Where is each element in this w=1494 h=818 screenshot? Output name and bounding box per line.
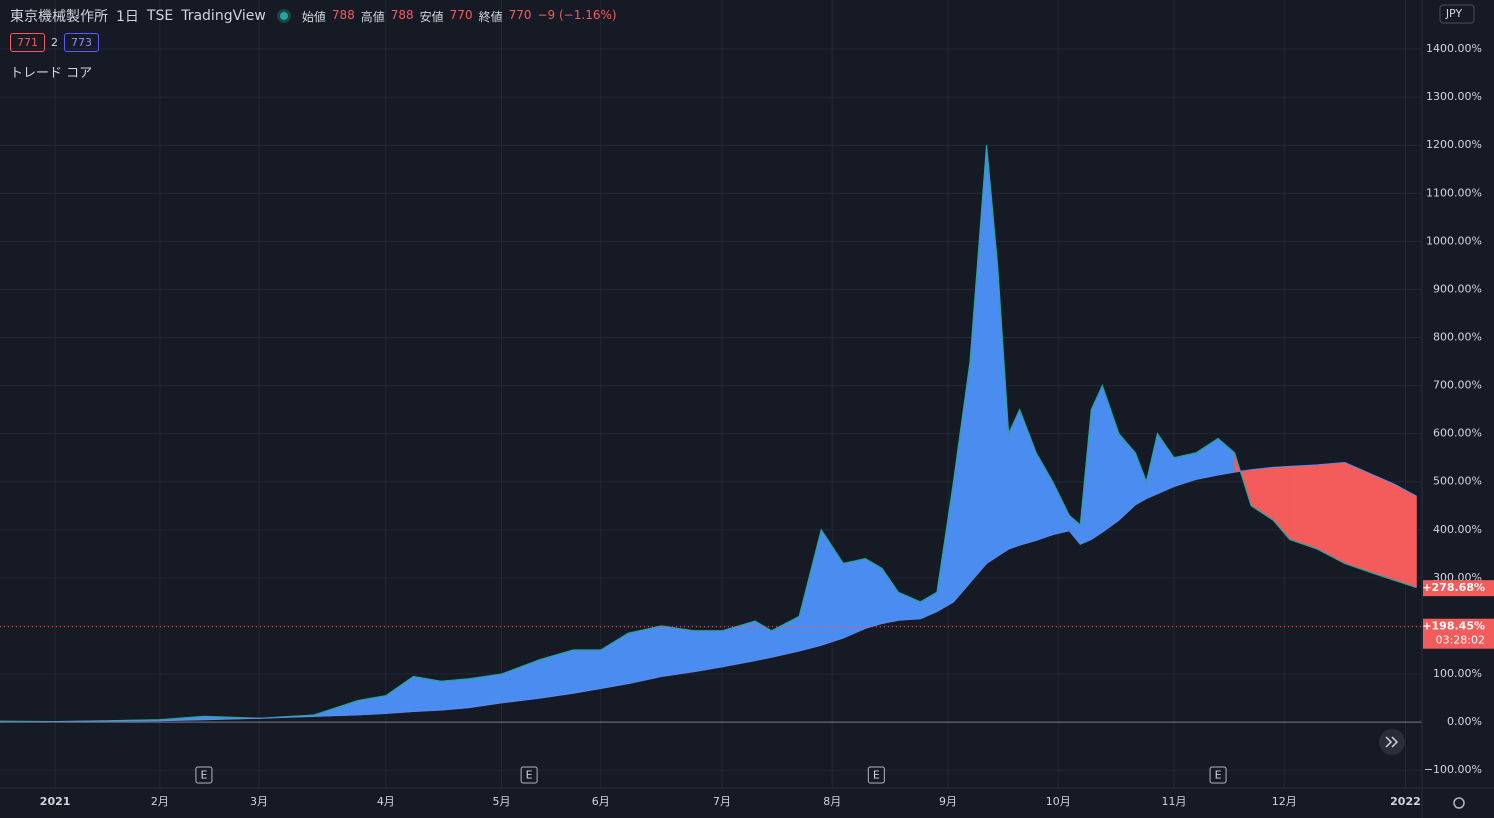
core-badge: [1423, 580, 1494, 597]
x-tick-label: 7月: [713, 795, 731, 808]
earnings-marker[interactable]: [195, 766, 213, 784]
y-tick-label: 1100.00%: [1426, 186, 1482, 199]
header: 東京機械製作所 1日 TSE TradingView 始値 788 高値 788 安値 7…: [10, 6, 617, 26]
ohlc-label: 高値: [360, 9, 385, 24]
y-tick-label: 0.00%: [1447, 715, 1482, 728]
currency: JPY: [1445, 7, 1463, 20]
fill-band: [694, 630, 723, 673]
y-tick-label: 500.00%: [1433, 475, 1482, 488]
scroll-icon: [1385, 736, 1399, 748]
earnings-label: E: [526, 769, 533, 782]
fill-band: [1289, 464, 1318, 550]
x-tick-label: 11月: [1161, 795, 1186, 808]
fill-band: [468, 673, 502, 709]
ohlc-value: 770: [449, 7, 473, 22]
x-tick-label: 6月: [592, 795, 610, 808]
y-tick-label: 400.00%: [1433, 523, 1482, 536]
ohlc-label: 安値: [419, 9, 444, 24]
x-tick-label: 3月: [250, 795, 268, 808]
ohlc: 始値 788 高値 788 安値 770 終値 770 −9 (−1.16%): [302, 8, 617, 25]
fill-band: [628, 625, 662, 685]
y-tick-label: 1000.00%: [1426, 234, 1482, 247]
price-line: [0, 145, 1417, 723]
exchange: TSE: [146, 8, 174, 24]
fill-band: [1394, 483, 1417, 588]
fill-band: [1372, 474, 1395, 581]
source: TradingView: [181, 8, 266, 24]
y-tick-label: 900.00%: [1433, 282, 1482, 295]
earnings-marker[interactable]: [867, 766, 885, 784]
plot-background: [0, 0, 1422, 788]
earnings-marker[interactable]: [520, 766, 538, 784]
x-tick-label: 2022: [1390, 795, 1421, 808]
input: 2: [51, 36, 58, 49]
y-tick-label: 1400.00%: [1426, 42, 1482, 55]
core-badge-label: +278.68%: [1422, 581, 1485, 594]
x-tick-label: 9月: [939, 795, 957, 808]
indicator-inputs: 771 2 773: [10, 33, 99, 52]
change: −9 (−1.16%): [537, 7, 617, 22]
earnings-label: E: [1215, 769, 1222, 782]
price-badge: [1423, 618, 1494, 649]
y-tick-label: 1200.00%: [1426, 138, 1482, 151]
ohlc-value: 788: [390, 7, 414, 22]
x-tick-label: 8月: [823, 795, 841, 808]
x-tick-label: 10月: [1046, 795, 1071, 808]
y-tick-label: 100.00%: [1433, 667, 1482, 680]
fill-band: [413, 676, 442, 712]
y-tick-label: 600.00%: [1433, 427, 1482, 440]
input[interactable]: 771: [10, 33, 45, 52]
fill-band: [661, 625, 695, 677]
y-tick-label: 700.00%: [1433, 379, 1482, 392]
earnings-marker[interactable]: [1209, 766, 1227, 784]
ohlc-label: 始値: [301, 9, 326, 24]
fill-band: [1316, 462, 1346, 564]
currency-box: [1439, 4, 1475, 24]
y-tick-label: 1300.00%: [1426, 90, 1482, 103]
symbol-title[interactable]: 東京機械製作所: [10, 9, 108, 25]
market-status: [279, 12, 288, 20]
ohlc-label: 終値: [478, 9, 503, 24]
x-tick-label: 12月: [1272, 795, 1297, 808]
x-tick-label: 4月: [377, 795, 395, 808]
ohlc-value: 788: [331, 7, 355, 22]
y-tick-label: 800.00%: [1433, 331, 1482, 344]
earnings-label: E: [873, 769, 880, 782]
x-tick-label: 2021: [40, 795, 71, 808]
indicator-name[interactable]: トレード コア: [10, 66, 93, 81]
fill-band: [1091, 385, 1103, 540]
settings-icon[interactable]: [1453, 797, 1465, 809]
x-tick-label: 2月: [151, 795, 169, 808]
fill-band: [1344, 462, 1373, 574]
fill-band: [865, 558, 883, 629]
price-badge-label: +198.45%: [1422, 620, 1485, 633]
earnings-label: E: [200, 769, 207, 782]
fill-band: [842, 558, 866, 639]
fill-band: [572, 649, 602, 694]
fill-band: [440, 678, 469, 711]
interval[interactable]: 1日: [116, 9, 139, 25]
input[interactable]: 773: [64, 33, 99, 52]
countdown: 03:28:02: [1436, 634, 1485, 647]
x-tick-label: 5月: [493, 795, 511, 808]
core-line: [0, 462, 1417, 723]
y-tick-label: −100.00%: [1424, 763, 1482, 776]
ohlc-value: 770: [508, 7, 532, 22]
